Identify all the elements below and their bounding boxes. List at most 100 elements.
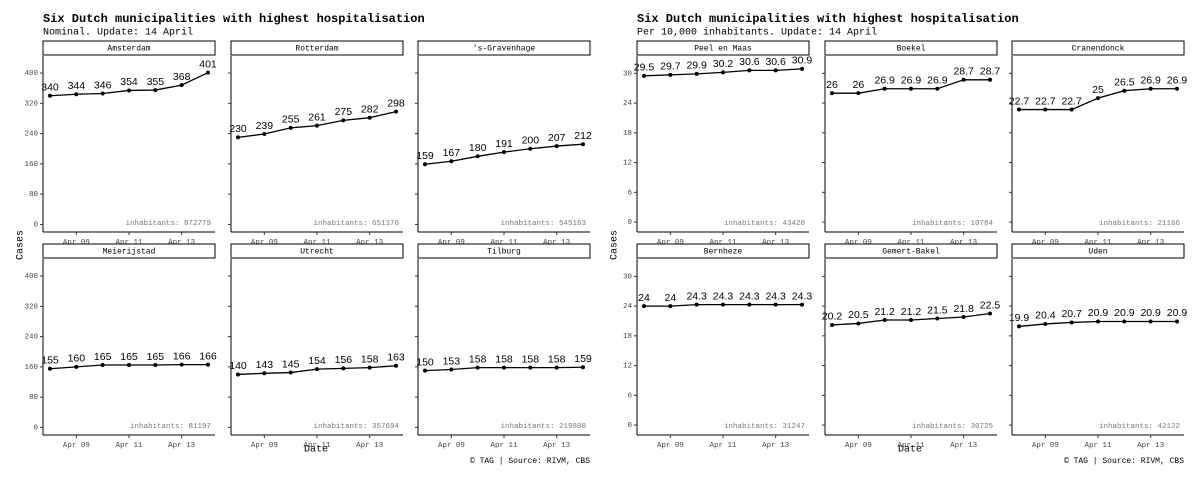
data-label: 158	[522, 353, 540, 365]
point	[179, 362, 184, 367]
point	[721, 70, 725, 75]
point	[179, 83, 184, 88]
strip-label: 's-Gravenhage	[473, 45, 536, 54]
point	[127, 362, 131, 367]
data-label: 21.5	[927, 304, 948, 316]
y-tick-label: 12	[623, 363, 632, 371]
data-label: 261	[308, 111, 326, 123]
strip	[230, 243, 404, 259]
inhabitants-note: inhabitants: 21166	[1099, 220, 1181, 228]
point	[206, 70, 210, 75]
data-label: 165	[94, 351, 112, 363]
data-label: 150	[416, 356, 434, 368]
data-label: 140	[229, 360, 247, 372]
data-label: 20.9	[1140, 307, 1161, 319]
data-label: 22.7	[1035, 95, 1056, 107]
point	[502, 365, 506, 370]
y-tick-label: 30	[623, 70, 633, 78]
data-label: 20.9	[1167, 307, 1188, 319]
point	[475, 154, 480, 159]
inhabitants-note: inhabitants: 42122	[1099, 423, 1180, 431]
strip-label: Rotterdam	[295, 45, 338, 54]
point	[581, 142, 585, 147]
point	[1175, 319, 1179, 324]
data-label: 159	[574, 353, 592, 365]
x-tick-label: Apr 09	[251, 442, 278, 450]
data-label: 154	[308, 355, 326, 367]
data-label: 24.3	[713, 290, 734, 302]
data-label: 239	[256, 120, 274, 132]
y-tick-label: 0	[627, 422, 632, 430]
data-label: 30.2	[713, 58, 734, 70]
data-label: 200	[522, 135, 540, 147]
data-label: 255	[282, 114, 300, 126]
point	[961, 77, 966, 82]
point	[48, 93, 52, 98]
point	[394, 363, 398, 368]
x-tick-label: Apr 09	[845, 442, 872, 450]
point	[341, 366, 346, 371]
chart-subtitle: Per 10,000 inhabitants. Update: 14 April	[637, 27, 877, 39]
point	[74, 92, 79, 97]
point	[554, 144, 559, 149]
y-tick-label: 80	[29, 394, 39, 402]
data-label: 207	[548, 132, 566, 144]
y-tick-label: 0	[33, 221, 38, 229]
strip-label: Gemert-Bakel	[882, 248, 940, 257]
y-tick-label: 18	[623, 130, 632, 138]
point	[694, 71, 699, 76]
point	[988, 77, 992, 82]
point	[909, 317, 913, 322]
x-tick-label: Apr 13	[168, 239, 196, 247]
x-tick-label: Apr 13	[762, 442, 790, 450]
data-label: 24	[664, 292, 676, 304]
point	[721, 302, 725, 307]
x-tick-label: Apr 13	[543, 442, 571, 450]
x-tick-label: Apr 11	[1084, 442, 1112, 450]
x-tick-label: Apr 09	[1032, 239, 1059, 247]
data-label: 30.6	[739, 56, 760, 68]
point	[315, 123, 319, 128]
data-label: 155	[41, 355, 59, 367]
point	[153, 362, 158, 367]
y-tick-label: 0	[627, 219, 632, 227]
point	[423, 368, 427, 373]
y-tick-label: 160	[24, 161, 38, 169]
point	[423, 162, 427, 167]
inhabitants-note: inhabitants: 81197	[130, 423, 211, 431]
caption: © TAG | Source: RIVM, CBS	[1064, 457, 1184, 466]
point	[1017, 107, 1021, 112]
data-label: 26.9	[1140, 75, 1161, 87]
point	[935, 316, 940, 321]
x-axis-label: Date	[304, 445, 328, 456]
data-label: 26	[826, 79, 838, 91]
strip-label: Uden	[1088, 248, 1107, 257]
point	[367, 365, 372, 370]
point	[773, 68, 778, 73]
point	[856, 321, 861, 326]
strip	[1011, 243, 1185, 259]
data-label: 30.6	[765, 56, 786, 68]
y-tick-label: 12	[623, 160, 632, 168]
data-label: 29.5	[634, 62, 655, 74]
data-label: 346	[94, 79, 112, 91]
data-label: 20.4	[1035, 310, 1056, 322]
data-label: 28.7	[980, 66, 1001, 78]
point	[1122, 319, 1127, 324]
x-tick-label: Apr 09	[63, 239, 90, 247]
data-label: 401	[199, 58, 217, 70]
point	[1043, 321, 1048, 326]
data-label: 24.3	[739, 290, 760, 302]
data-label: 166	[173, 350, 191, 362]
x-tick-label: Apr 09	[845, 239, 872, 247]
point	[502, 150, 506, 155]
x-tick-label: Apr 11	[490, 442, 518, 450]
point	[800, 302, 804, 307]
strip-label: Tilburg	[487, 248, 521, 257]
strip-label: Boekel	[897, 45, 926, 54]
point	[475, 365, 480, 370]
data-label: 165	[120, 351, 138, 363]
data-label: 158	[495, 353, 513, 365]
inhabitants-note: inhabitants: 651376	[313, 220, 399, 228]
point	[394, 109, 398, 114]
